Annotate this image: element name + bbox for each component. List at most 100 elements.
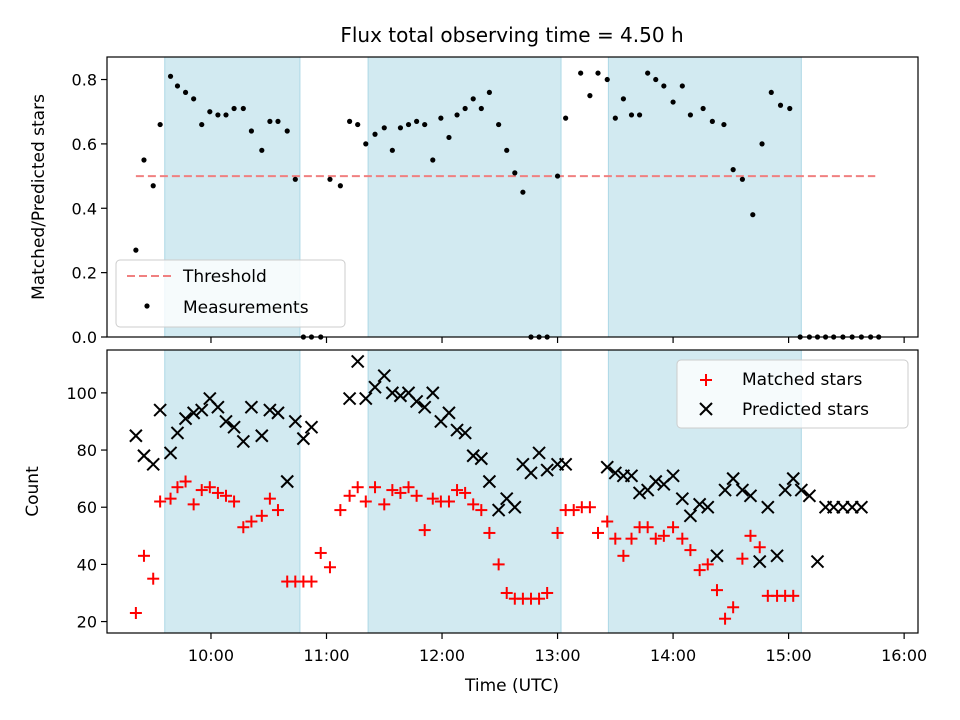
measurement-point bbox=[578, 70, 584, 76]
matched-star-point bbox=[402, 481, 415, 494]
measurement-point bbox=[414, 118, 420, 124]
measurement-point bbox=[653, 76, 659, 83]
x-tick-label: 11:00 bbox=[303, 646, 349, 665]
measurement-point bbox=[478, 105, 484, 112]
top-legend: Threshold Measurements bbox=[115, 259, 346, 328]
matched-star-point bbox=[378, 498, 391, 511]
measurement-point bbox=[645, 70, 651, 76]
predicted-star-point bbox=[219, 414, 233, 429]
matched-star-point bbox=[334, 504, 347, 517]
top-y-axis-label: Matched/Predicted stars bbox=[29, 94, 49, 300]
matched-star-point bbox=[500, 586, 513, 599]
top-axes: 0.0 0.2 0.4 0.6 0.8 bbox=[72, 56, 919, 347]
predicted-star-point bbox=[296, 431, 311, 446]
predicted-star-point bbox=[718, 483, 732, 497]
measurement-point bbox=[739, 176, 745, 182]
measurement-point bbox=[207, 109, 213, 115]
predicted-star-point bbox=[854, 500, 869, 514]
matched-stars-series bbox=[129, 475, 800, 625]
matched-star-point bbox=[459, 486, 472, 499]
measurement-point bbox=[337, 183, 343, 189]
predicted-star-point bbox=[632, 486, 647, 500]
predicted-star-point bbox=[417, 400, 432, 414]
y-tick-label: 0.4 bbox=[72, 199, 97, 218]
matched-star-point bbox=[171, 481, 184, 494]
predicted-star-point bbox=[692, 497, 707, 512]
predicted-star-point bbox=[786, 471, 800, 486]
observing-window-band bbox=[367, 56, 562, 338]
y-tick-label: 40 bbox=[77, 555, 97, 574]
measurement-point bbox=[259, 147, 265, 153]
predicted-star-point bbox=[794, 483, 809, 497]
measurement-point bbox=[174, 83, 181, 89]
matched-star-point bbox=[475, 504, 488, 517]
matched-star-point bbox=[394, 486, 407, 499]
predicted-star-point bbox=[288, 414, 303, 429]
measurement-point bbox=[486, 89, 492, 96]
predicted-star-point bbox=[450, 423, 464, 437]
matched-star-point bbox=[467, 498, 480, 511]
predicted-star-point bbox=[810, 554, 825, 569]
matched-star-point bbox=[263, 492, 276, 505]
measurement-point bbox=[759, 141, 765, 147]
matched-star-point bbox=[657, 529, 670, 542]
measurement-point bbox=[840, 334, 846, 340]
predicted-star-point bbox=[735, 483, 750, 497]
matched-star-point bbox=[343, 489, 356, 502]
matched-star-point bbox=[351, 481, 364, 494]
measurement-point bbox=[876, 334, 882, 340]
matched-star-point bbox=[693, 564, 706, 577]
predicted-star-point bbox=[350, 354, 365, 369]
predicted-star-point bbox=[753, 554, 767, 569]
predicted-star-point bbox=[236, 434, 251, 449]
predicted-star-point bbox=[385, 386, 400, 400]
predicted-star-point bbox=[280, 474, 294, 489]
predicted-star-point bbox=[377, 369, 391, 383]
matched-star-point bbox=[567, 504, 580, 517]
measurement-point bbox=[372, 131, 378, 137]
measurement-point bbox=[628, 112, 635, 118]
matched-star-point bbox=[179, 475, 192, 488]
x-tick-label: 12:00 bbox=[419, 646, 465, 665]
measurement-point bbox=[670, 99, 676, 105]
measurements-legend-swatch bbox=[144, 303, 150, 309]
measurement-point bbox=[520, 189, 526, 195]
measurement-point bbox=[868, 334, 874, 340]
measurement-point bbox=[687, 112, 694, 118]
matched-star-point bbox=[228, 495, 241, 508]
measurements-series bbox=[133, 70, 882, 340]
matched-star-point bbox=[551, 526, 564, 539]
matched-star-point bbox=[533, 592, 546, 605]
measurement-point bbox=[563, 115, 569, 121]
predicted-star-point bbox=[558, 457, 573, 472]
predicted-star-point bbox=[263, 403, 277, 417]
predicted-star-point bbox=[683, 509, 698, 523]
x-tick-label: 10:00 bbox=[188, 646, 234, 665]
measurement-point bbox=[858, 334, 864, 340]
predicted-stars-series bbox=[129, 354, 869, 569]
predicted-star-point bbox=[624, 469, 639, 483]
y-tick-label: 20 bbox=[77, 613, 97, 632]
measurement-point bbox=[831, 334, 837, 340]
predicted-star-point bbox=[186, 406, 201, 420]
y-tick-label: 60 bbox=[77, 498, 97, 517]
measurement-point bbox=[787, 105, 793, 112]
measurement-point bbox=[363, 141, 369, 147]
measurement-point bbox=[709, 118, 715, 124]
predicted-star-point bbox=[743, 489, 758, 503]
predicted-star-point bbox=[129, 429, 143, 443]
predicted-star-point bbox=[466, 449, 480, 463]
axes-frame bbox=[106, 56, 919, 338]
matched-star-point bbox=[541, 586, 554, 599]
matched-star-point bbox=[154, 495, 167, 508]
measurement-point bbox=[347, 118, 353, 124]
matched-star-point bbox=[137, 549, 150, 562]
predicted-star-point bbox=[701, 500, 715, 514]
matched-star-point bbox=[641, 521, 654, 534]
matched-star-point bbox=[203, 481, 216, 494]
top-legend-box bbox=[115, 259, 346, 328]
observing-window-band bbox=[607, 56, 802, 338]
measurement-point bbox=[430, 157, 436, 163]
measurement-point bbox=[397, 125, 404, 131]
matched-star-point bbox=[426, 492, 439, 505]
